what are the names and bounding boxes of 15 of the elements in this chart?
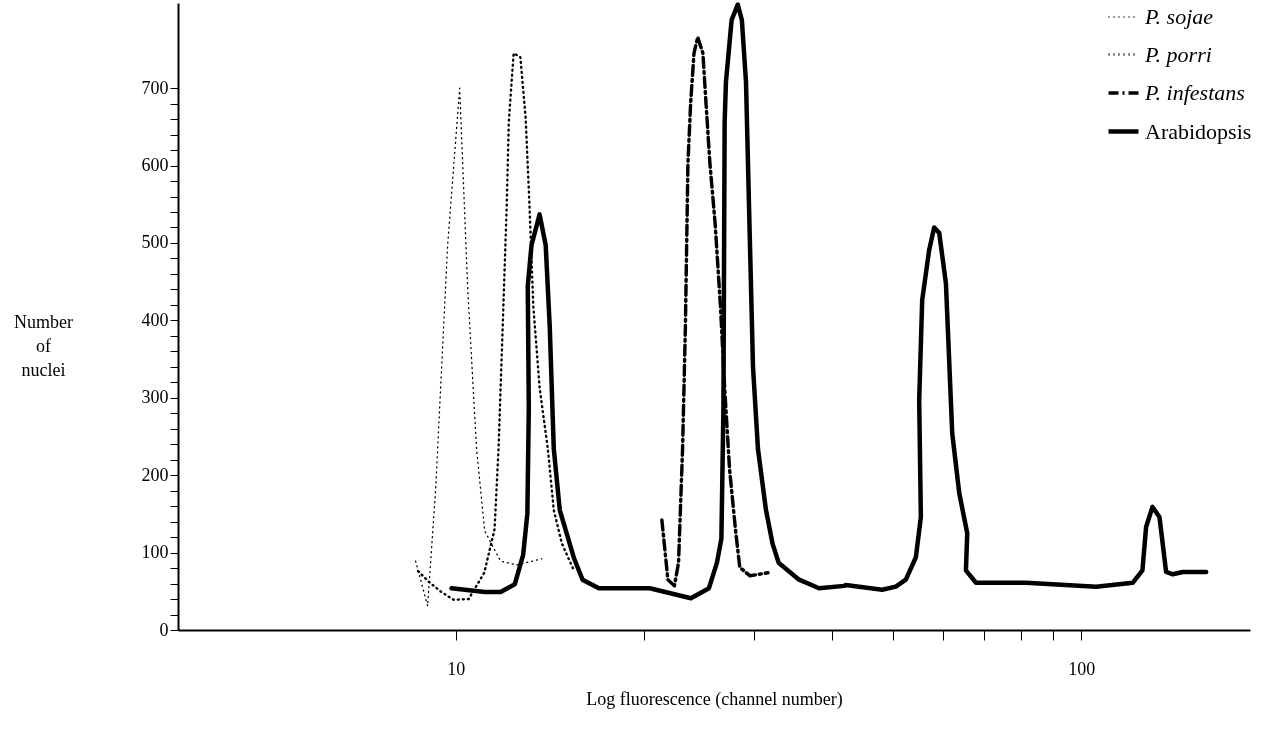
x-axis-title: Log fluorescence (channel number) [586,688,843,710]
y-tick-label: 300 [141,387,169,408]
y-axis-title: Number of nuclei [14,311,73,380]
y-tick-label: 0 [159,619,169,640]
y-tick-label: 500 [141,232,169,253]
legend-label: P. infestans [1144,80,1245,105]
legend-label: Arabidopsis [1145,118,1252,144]
x-tick-label: 10 [447,658,466,679]
legend-label: P. sojae [1144,4,1214,29]
y-tick-label: 100 [141,542,169,563]
legend-label: P. porri [1144,41,1212,67]
y-tick-label: 600 [141,155,169,176]
y-tick-label: 200 [141,464,169,485]
y-tick-label: 700 [141,77,169,98]
y-tick-label: 400 [141,309,169,330]
